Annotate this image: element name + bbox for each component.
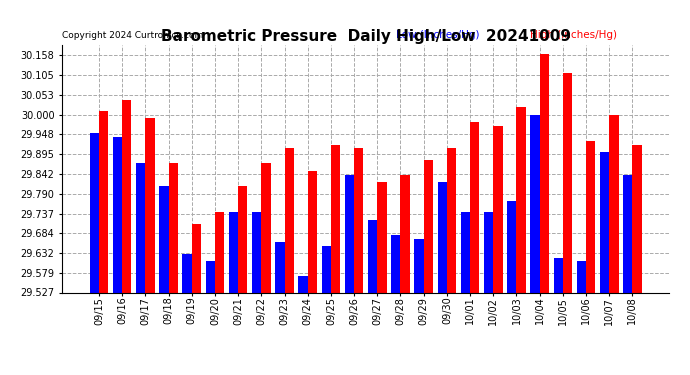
Bar xyxy=(122,99,132,292)
Bar xyxy=(275,243,284,292)
Bar xyxy=(331,145,340,292)
Title: Barometric Pressure  Daily High/Low  20241009: Barometric Pressure Daily High/Low 20241… xyxy=(161,29,571,44)
Bar xyxy=(206,261,215,292)
Bar xyxy=(229,212,238,292)
Bar xyxy=(447,148,456,292)
Bar xyxy=(577,261,586,292)
Bar xyxy=(299,276,308,292)
Bar xyxy=(136,164,146,292)
Bar xyxy=(553,258,563,292)
Bar xyxy=(391,235,400,292)
Bar xyxy=(99,111,108,292)
Bar xyxy=(159,186,168,292)
Bar xyxy=(322,246,331,292)
Bar xyxy=(531,115,540,292)
Bar xyxy=(461,212,470,292)
Bar xyxy=(633,145,642,292)
Bar xyxy=(262,164,270,292)
Bar xyxy=(493,126,502,292)
Bar xyxy=(345,175,354,292)
Bar xyxy=(368,220,377,292)
Bar xyxy=(192,224,201,292)
Bar xyxy=(168,164,178,292)
Bar xyxy=(146,118,155,292)
Bar xyxy=(415,239,424,292)
Text: Low (Inches/Hg): Low (Inches/Hg) xyxy=(396,30,480,40)
Bar xyxy=(563,73,572,292)
Bar xyxy=(308,171,317,292)
Bar xyxy=(507,201,516,292)
Bar xyxy=(354,148,364,292)
Bar xyxy=(586,141,595,292)
Bar xyxy=(623,175,633,292)
Bar xyxy=(238,186,248,292)
Bar xyxy=(437,182,447,292)
Bar xyxy=(516,107,526,292)
Text: High (Inches/Hg): High (Inches/Hg) xyxy=(530,30,617,40)
Bar xyxy=(284,148,294,292)
Bar xyxy=(215,212,224,292)
Bar xyxy=(600,152,609,292)
Bar xyxy=(90,134,99,292)
Bar xyxy=(540,54,549,292)
Bar xyxy=(182,254,192,292)
Bar xyxy=(400,175,410,292)
Bar xyxy=(470,122,480,292)
Bar xyxy=(424,160,433,292)
Bar xyxy=(377,182,386,292)
Bar xyxy=(252,212,262,292)
Bar xyxy=(484,212,493,292)
Text: Copyright 2024 Curtronics.com: Copyright 2024 Curtronics.com xyxy=(62,31,204,40)
Bar xyxy=(609,115,618,292)
Bar xyxy=(113,137,122,292)
